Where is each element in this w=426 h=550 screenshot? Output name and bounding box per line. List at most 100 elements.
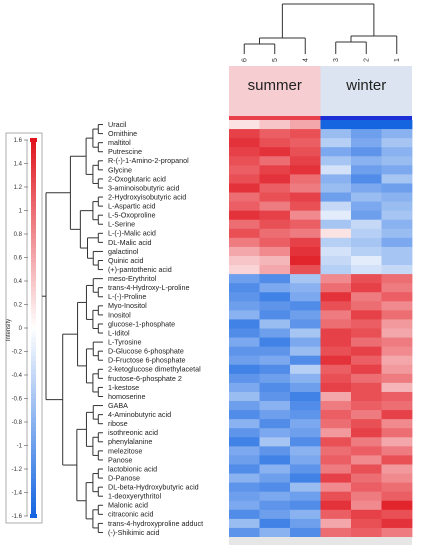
heatmap-cell xyxy=(320,283,352,293)
heatmap-cell xyxy=(351,219,382,230)
legend-min-marker xyxy=(30,514,37,518)
heatmap-cell xyxy=(259,500,291,511)
heatmap-cell xyxy=(290,518,321,529)
metabolite-label: D-Panose xyxy=(108,473,140,482)
heatmap-cell xyxy=(290,201,321,212)
legend-color-step xyxy=(31,196,36,202)
legend-tick-label: 1.4 xyxy=(14,162,23,168)
heatmap-cell xyxy=(259,482,291,493)
metabolite-label: ribose xyxy=(108,419,128,428)
legend-color-step xyxy=(31,375,36,381)
heatmap-cell xyxy=(320,491,352,502)
heatmap-cell xyxy=(229,265,260,275)
heatmap-cell xyxy=(381,165,413,175)
heatmap-cell xyxy=(290,183,321,193)
heatmap-cell xyxy=(290,147,321,157)
heatmap-cell xyxy=(351,228,382,239)
group-band-summer xyxy=(229,66,321,118)
legend-color-step xyxy=(31,360,36,367)
heatmap-cell xyxy=(229,509,260,520)
heatmap-cell xyxy=(351,310,382,320)
heatmap-cell xyxy=(351,174,382,184)
heatmap-cell xyxy=(320,364,352,375)
heatmap-cell xyxy=(290,491,321,502)
heatmap-cell xyxy=(229,410,260,420)
heatmap-cell xyxy=(381,382,413,393)
heatmap-cell xyxy=(290,391,321,402)
legend-color-step xyxy=(31,407,36,414)
legend-color-step xyxy=(31,403,36,409)
heatmap-cell xyxy=(351,292,382,302)
heatmap-cell xyxy=(320,455,352,465)
metabolite-label: (+)-pantothenic acid xyxy=(108,265,172,274)
metabolite-label: galactinol xyxy=(108,247,139,256)
heatmap-cell xyxy=(259,455,291,465)
legend-color-step xyxy=(31,229,36,235)
heatmap-cell xyxy=(259,255,291,266)
heatmap-cell xyxy=(290,156,321,166)
heatmap-cell xyxy=(290,419,321,429)
heatmap-cell xyxy=(290,346,321,357)
metabolite-label: Putrescine xyxy=(108,147,142,156)
heatmap-cell xyxy=(381,410,413,420)
heatmap-cell xyxy=(229,201,260,212)
legend-tick-label: 0.2 xyxy=(14,303,23,309)
heatmap-cell xyxy=(290,255,321,266)
heatmap-cell xyxy=(351,437,382,447)
heatmap-cell xyxy=(259,301,291,311)
heatmap-cell xyxy=(351,428,382,438)
heatmap-cell xyxy=(320,147,352,157)
heatmap-cell xyxy=(259,265,291,275)
group-header: summer winter xyxy=(229,66,412,120)
heatmap-cell xyxy=(351,237,382,248)
heatmap-cell xyxy=(320,210,352,221)
legend-color-step xyxy=(31,299,36,305)
heatmap-cell xyxy=(320,255,352,266)
heatmap-cell xyxy=(381,319,413,329)
legend-color-step xyxy=(31,450,36,456)
heatmap-cell xyxy=(229,464,260,474)
legend-color-step xyxy=(31,140,36,146)
heatmap-cell xyxy=(290,455,321,465)
legend-color-step xyxy=(31,454,36,461)
group-band-winter xyxy=(320,66,412,118)
heatmap-cell xyxy=(320,237,352,248)
heatmap-cell xyxy=(290,446,321,456)
metabolite-label: L-Tyrosine xyxy=(108,338,142,347)
metabolite-label: 2-Oxoglutaric acid xyxy=(108,174,166,183)
heatmap-cell xyxy=(229,428,260,438)
legend-color-step xyxy=(31,262,36,268)
heatmap-cell xyxy=(381,346,413,357)
metabolite-label: citraconic acid xyxy=(108,510,154,519)
column-dendrogram: 6 5 4 3 2 1 xyxy=(241,3,401,62)
heatmap-cell xyxy=(320,310,352,320)
heatmap-cell xyxy=(290,500,321,511)
heatmap-cell xyxy=(351,500,382,511)
legend-color-step xyxy=(31,313,36,320)
heatmap-cell xyxy=(381,201,413,212)
heatmap-cell xyxy=(290,283,321,293)
metabolite-label: 3-aminoisobutyric acid xyxy=(108,183,180,192)
heatmap-cell xyxy=(229,491,260,502)
legend-color-step xyxy=(31,497,36,503)
heatmap-cell xyxy=(320,346,352,357)
heatmap-cell xyxy=(351,446,382,456)
legend-color-step xyxy=(31,492,36,498)
metabolite-label: glucose-1-phosphate xyxy=(108,319,175,328)
heatmap-cell xyxy=(259,310,291,320)
heatmap-cell xyxy=(381,500,413,511)
legend-color-step xyxy=(31,224,36,230)
heatmap-cell xyxy=(381,156,413,166)
heatmap-cell xyxy=(259,382,291,393)
legend-tick-label: -0.6 xyxy=(12,397,23,403)
heatmap-cell xyxy=(290,228,321,239)
heatmap-cell xyxy=(320,138,352,148)
heatmap-cell xyxy=(229,310,260,320)
legend-color-step xyxy=(31,154,36,160)
heatmap-cell xyxy=(290,174,321,184)
heatmap-cell xyxy=(351,120,382,130)
heatmap-cell xyxy=(259,120,291,130)
heatmap-cell xyxy=(259,283,291,293)
legend-color-step xyxy=(31,215,36,221)
heatmap-cell xyxy=(229,518,260,529)
